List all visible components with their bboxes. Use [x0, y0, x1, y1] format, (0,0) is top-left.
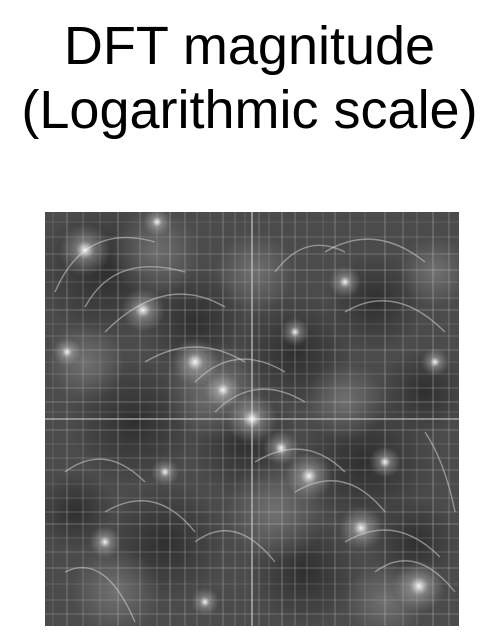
bright-peak	[121, 288, 165, 332]
curved-ridge	[104, 500, 196, 533]
bright-peak	[226, 393, 278, 445]
dft-magnitude-image	[45, 212, 459, 626]
bright-peak	[143, 212, 171, 236]
bright-peak	[59, 224, 111, 276]
bright-peak	[89, 526, 121, 558]
curved-ridge	[344, 300, 446, 333]
bright-peak	[151, 458, 179, 486]
curved-ridge	[274, 244, 346, 273]
light-region	[215, 232, 295, 312]
bright-peak	[393, 560, 445, 612]
curved-ridge	[194, 530, 276, 563]
figure-title: DFT magnitude (Logarithmic scale)	[0, 14, 499, 142]
title-line-2: (Logarithmic scale)	[21, 80, 478, 140]
bright-peak	[421, 348, 449, 376]
curved-ridge	[84, 265, 186, 308]
bright-peaks	[53, 212, 449, 616]
bright-peak	[191, 588, 219, 616]
bright-peak	[285, 452, 333, 500]
title-line-1: DFT magnitude	[63, 16, 436, 76]
bright-peak	[329, 266, 361, 298]
light-region	[305, 362, 385, 442]
curved-ridge	[104, 293, 226, 333]
bright-peak	[171, 338, 219, 386]
bright-peak	[263, 430, 299, 466]
curved-ridge	[324, 238, 426, 263]
bright-peak	[53, 338, 81, 366]
bright-peak	[205, 372, 241, 408]
curved-ridge	[64, 458, 146, 483]
dft-spectrum-svg	[45, 212, 459, 626]
bright-peak	[369, 446, 401, 478]
bright-peak	[339, 506, 383, 550]
curved-ridge	[424, 431, 456, 513]
light-region	[110, 212, 200, 297]
curved-ridge	[64, 567, 136, 623]
bright-peak	[281, 318, 309, 346]
